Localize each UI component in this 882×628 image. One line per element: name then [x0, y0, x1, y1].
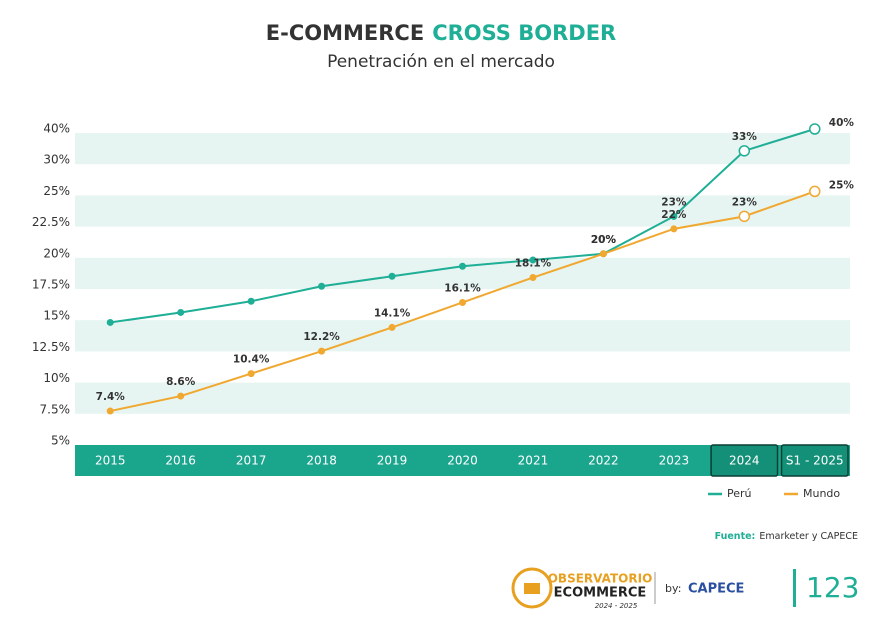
y-tick-label: 10% — [43, 371, 70, 385]
chart-title: E-COMMERCE CROSS BORDER — [266, 21, 616, 45]
x-tick-label: 2023 — [659, 454, 690, 468]
value-label: 18.1% — [515, 258, 552, 270]
chart-subtitle: Penetración en el mercado — [327, 52, 555, 72]
value-label: 23% — [732, 196, 758, 208]
data-point — [318, 347, 326, 355]
data-point — [177, 392, 185, 400]
data-point — [177, 308, 185, 316]
data-point — [599, 250, 607, 258]
data-point — [459, 262, 466, 270]
data-point — [247, 297, 255, 305]
footer-logo: OBSERVATORIO ECOMMERCE 2024 - 2025 by: C… — [511, 567, 859, 610]
data-point — [738, 210, 751, 223]
y-tick-label: 20% — [43, 246, 70, 260]
value-label: 8.6% — [166, 376, 196, 388]
value-label: 14.1% — [374, 307, 411, 319]
band — [75, 133, 850, 165]
data-point — [738, 145, 751, 157]
y-tick-label: 40% — [43, 122, 70, 136]
data-point — [459, 298, 466, 306]
x-tick-label: S1 - 2025 — [786, 454, 844, 468]
highlight-box — [780, 444, 849, 477]
value-label: 10.4% — [233, 354, 270, 366]
x-tick-label: 2018 — [306, 454, 337, 468]
value-label: 25% — [829, 179, 855, 191]
y-tick-label: 7.5% — [40, 402, 71, 416]
value-label: 23% — [661, 196, 687, 208]
value-label: 40% — [829, 117, 855, 129]
x-tick-label: 2021 — [518, 454, 549, 468]
value-label: 22% — [661, 209, 687, 221]
highlight-box — [710, 444, 779, 477]
value-label: 16.1% — [444, 282, 481, 294]
logo-text: OBSERVATORIO — [548, 572, 653, 586]
data-point — [529, 274, 537, 282]
source: Fuente: Emarketer y CAPECE — [715, 531, 858, 542]
data-point — [529, 256, 537, 264]
band — [75, 320, 850, 352]
plot-area: 5% 7.5% 10% 12.5% 15% 17.5% 20% 22.5% 25% 30% 40% 2… — [32, 117, 855, 500]
data-point — [106, 318, 114, 326]
data-point — [106, 407, 114, 415]
data-point — [670, 225, 678, 233]
y-tick-label: 17.5% — [32, 278, 70, 292]
value-label: 7.4% — [96, 391, 126, 403]
page-number: 123 — [806, 571, 859, 604]
x-tick-label: 2024 — [729, 454, 760, 468]
x-tick-label: 2022 — [588, 454, 619, 468]
value-label: 33% — [732, 131, 758, 143]
value-label: 12.2% — [303, 331, 340, 343]
logo-cart — [524, 583, 540, 594]
by-text: by: — [665, 582, 681, 595]
data-point — [809, 185, 821, 198]
legend-label: Perú — [727, 487, 752, 500]
title-part: CROSS BORDER — [432, 21, 616, 45]
value-label: 20% — [591, 234, 617, 246]
title-part: E-COMMERCE — [266, 21, 424, 45]
x-tick-label: 2016 — [165, 454, 196, 468]
data-point — [388, 272, 396, 280]
x-tick-label: 2017 — [236, 454, 267, 468]
logo-text: ECOMMERCE — [554, 586, 647, 601]
source-label: Fuente: — [715, 531, 756, 542]
x-tick-label: 2015 — [95, 454, 126, 468]
y-tick-label: 5% — [51, 434, 70, 448]
divider — [793, 569, 796, 607]
y-tick-label: 22.5% — [32, 215, 70, 229]
legend-label: Mundo — [803, 487, 840, 500]
y-tick-label: 15% — [43, 309, 70, 323]
data-point — [809, 123, 821, 135]
data-point — [247, 370, 255, 378]
logo-years: 2024 - 2025 — [595, 602, 638, 610]
y-tick-label: 12.5% — [32, 340, 70, 354]
data-point — [318, 282, 326, 290]
source-text: Emarketer y CAPECE — [759, 531, 858, 542]
y-tick-label: 30% — [43, 153, 70, 167]
data-point — [388, 323, 396, 331]
y-tick-label: 25% — [43, 184, 70, 198]
data-point — [670, 212, 678, 220]
partner-logo: CAPECE — [688, 582, 744, 597]
x-tick-label: 2020 — [447, 454, 478, 468]
value-label: 20% — [591, 234, 617, 246]
x-tick-label: 2019 — [377, 454, 408, 468]
